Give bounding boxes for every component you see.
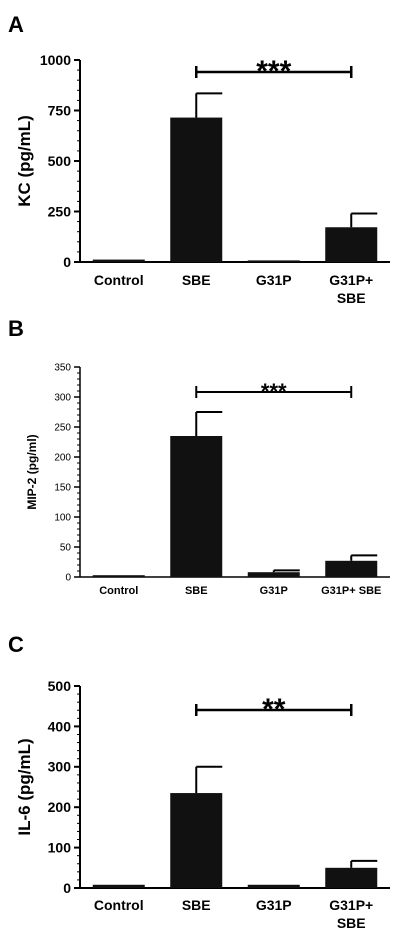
- y-tick-label: 0: [63, 254, 71, 270]
- x-tick-label: SBE: [182, 272, 211, 288]
- y-tick-label: 250: [48, 203, 72, 219]
- y-tick-label: 100: [54, 513, 71, 524]
- bar: [325, 867, 378, 888]
- x-tick-label: SBE: [182, 897, 211, 913]
- x-tick-label: Control: [94, 897, 144, 913]
- x-tick-label: G31P+: [329, 272, 373, 288]
- bar: [325, 560, 378, 577]
- y-tick-label: 1000: [40, 52, 71, 68]
- panel-letter-c: C: [8, 632, 24, 657]
- x-tick-label: Control: [94, 272, 144, 288]
- bar: [170, 793, 223, 888]
- bar: [92, 575, 145, 577]
- mip2-bar-chart: 0 50 100 150 200 250 300 350 MIP-2 (pg/ml) Contro…: [25, 363, 390, 597]
- y-tick-label: 500: [48, 153, 72, 169]
- significance-label: **: [262, 693, 286, 726]
- y-tick-label: 50: [60, 543, 72, 554]
- x-tick-label: G31P+: [329, 897, 373, 913]
- x-tick-label: G31P: [256, 272, 292, 288]
- y-axis-label: KC (pg/mL): [15, 115, 34, 207]
- y-axis-label: MIP-2 (pg/ml): [25, 434, 39, 509]
- panel-b: B 0 50 100 150 200 250 300 350 MIP-2 (pg/ml) Cont…: [8, 316, 390, 597]
- x-tick-label: G31P+ SBE: [321, 585, 381, 597]
- y-tick-label: 500: [48, 678, 72, 694]
- y-tick-label: 350: [54, 363, 71, 374]
- bar: [170, 436, 223, 577]
- panel-a: A 0 250 500 750 1000 KC (pg/mL) Control SBE G31P…: [0, 0, 400, 320]
- kc-bar-chart: 0 250 500 750 1000 KC (pg/mL) Control SBE G31P G3…: [15, 52, 390, 306]
- y-axis-label: IL-6 (pg/mL): [15, 738, 34, 835]
- y-tick-label: 100: [48, 840, 72, 856]
- y-tick-label: 400: [48, 718, 72, 734]
- y-tick-label: 200: [48, 799, 72, 815]
- bar: [247, 884, 300, 888]
- bar: [170, 117, 223, 262]
- y-tick-label: 0: [65, 573, 71, 584]
- x-tick-label: SBE: [337, 290, 366, 306]
- bar: [247, 572, 300, 577]
- panel-letter-a: A: [8, 12, 24, 37]
- significance-label: ***: [261, 379, 287, 404]
- y-tick-label: 300: [54, 393, 71, 404]
- y-tick-label: 750: [48, 102, 72, 118]
- x-tick-label: SBE: [337, 915, 366, 931]
- x-tick-label: G31P: [256, 897, 292, 913]
- significance-label: ***: [256, 55, 291, 88]
- y-tick-label: 250: [54, 423, 71, 434]
- y-tick-label: 200: [54, 453, 71, 464]
- x-tick-label: G31P: [260, 585, 288, 597]
- y-tick-label: 0: [63, 880, 71, 896]
- bar: [247, 260, 300, 262]
- x-tick-label: Control: [99, 585, 138, 597]
- x-tick-label: SBE: [185, 585, 208, 597]
- bar: [325, 227, 378, 262]
- panel-letter-b: B: [8, 316, 24, 341]
- bar: [92, 884, 145, 888]
- y-tick-label: 300: [48, 759, 72, 775]
- y-tick-label: 150: [54, 483, 71, 494]
- bar: [92, 259, 145, 262]
